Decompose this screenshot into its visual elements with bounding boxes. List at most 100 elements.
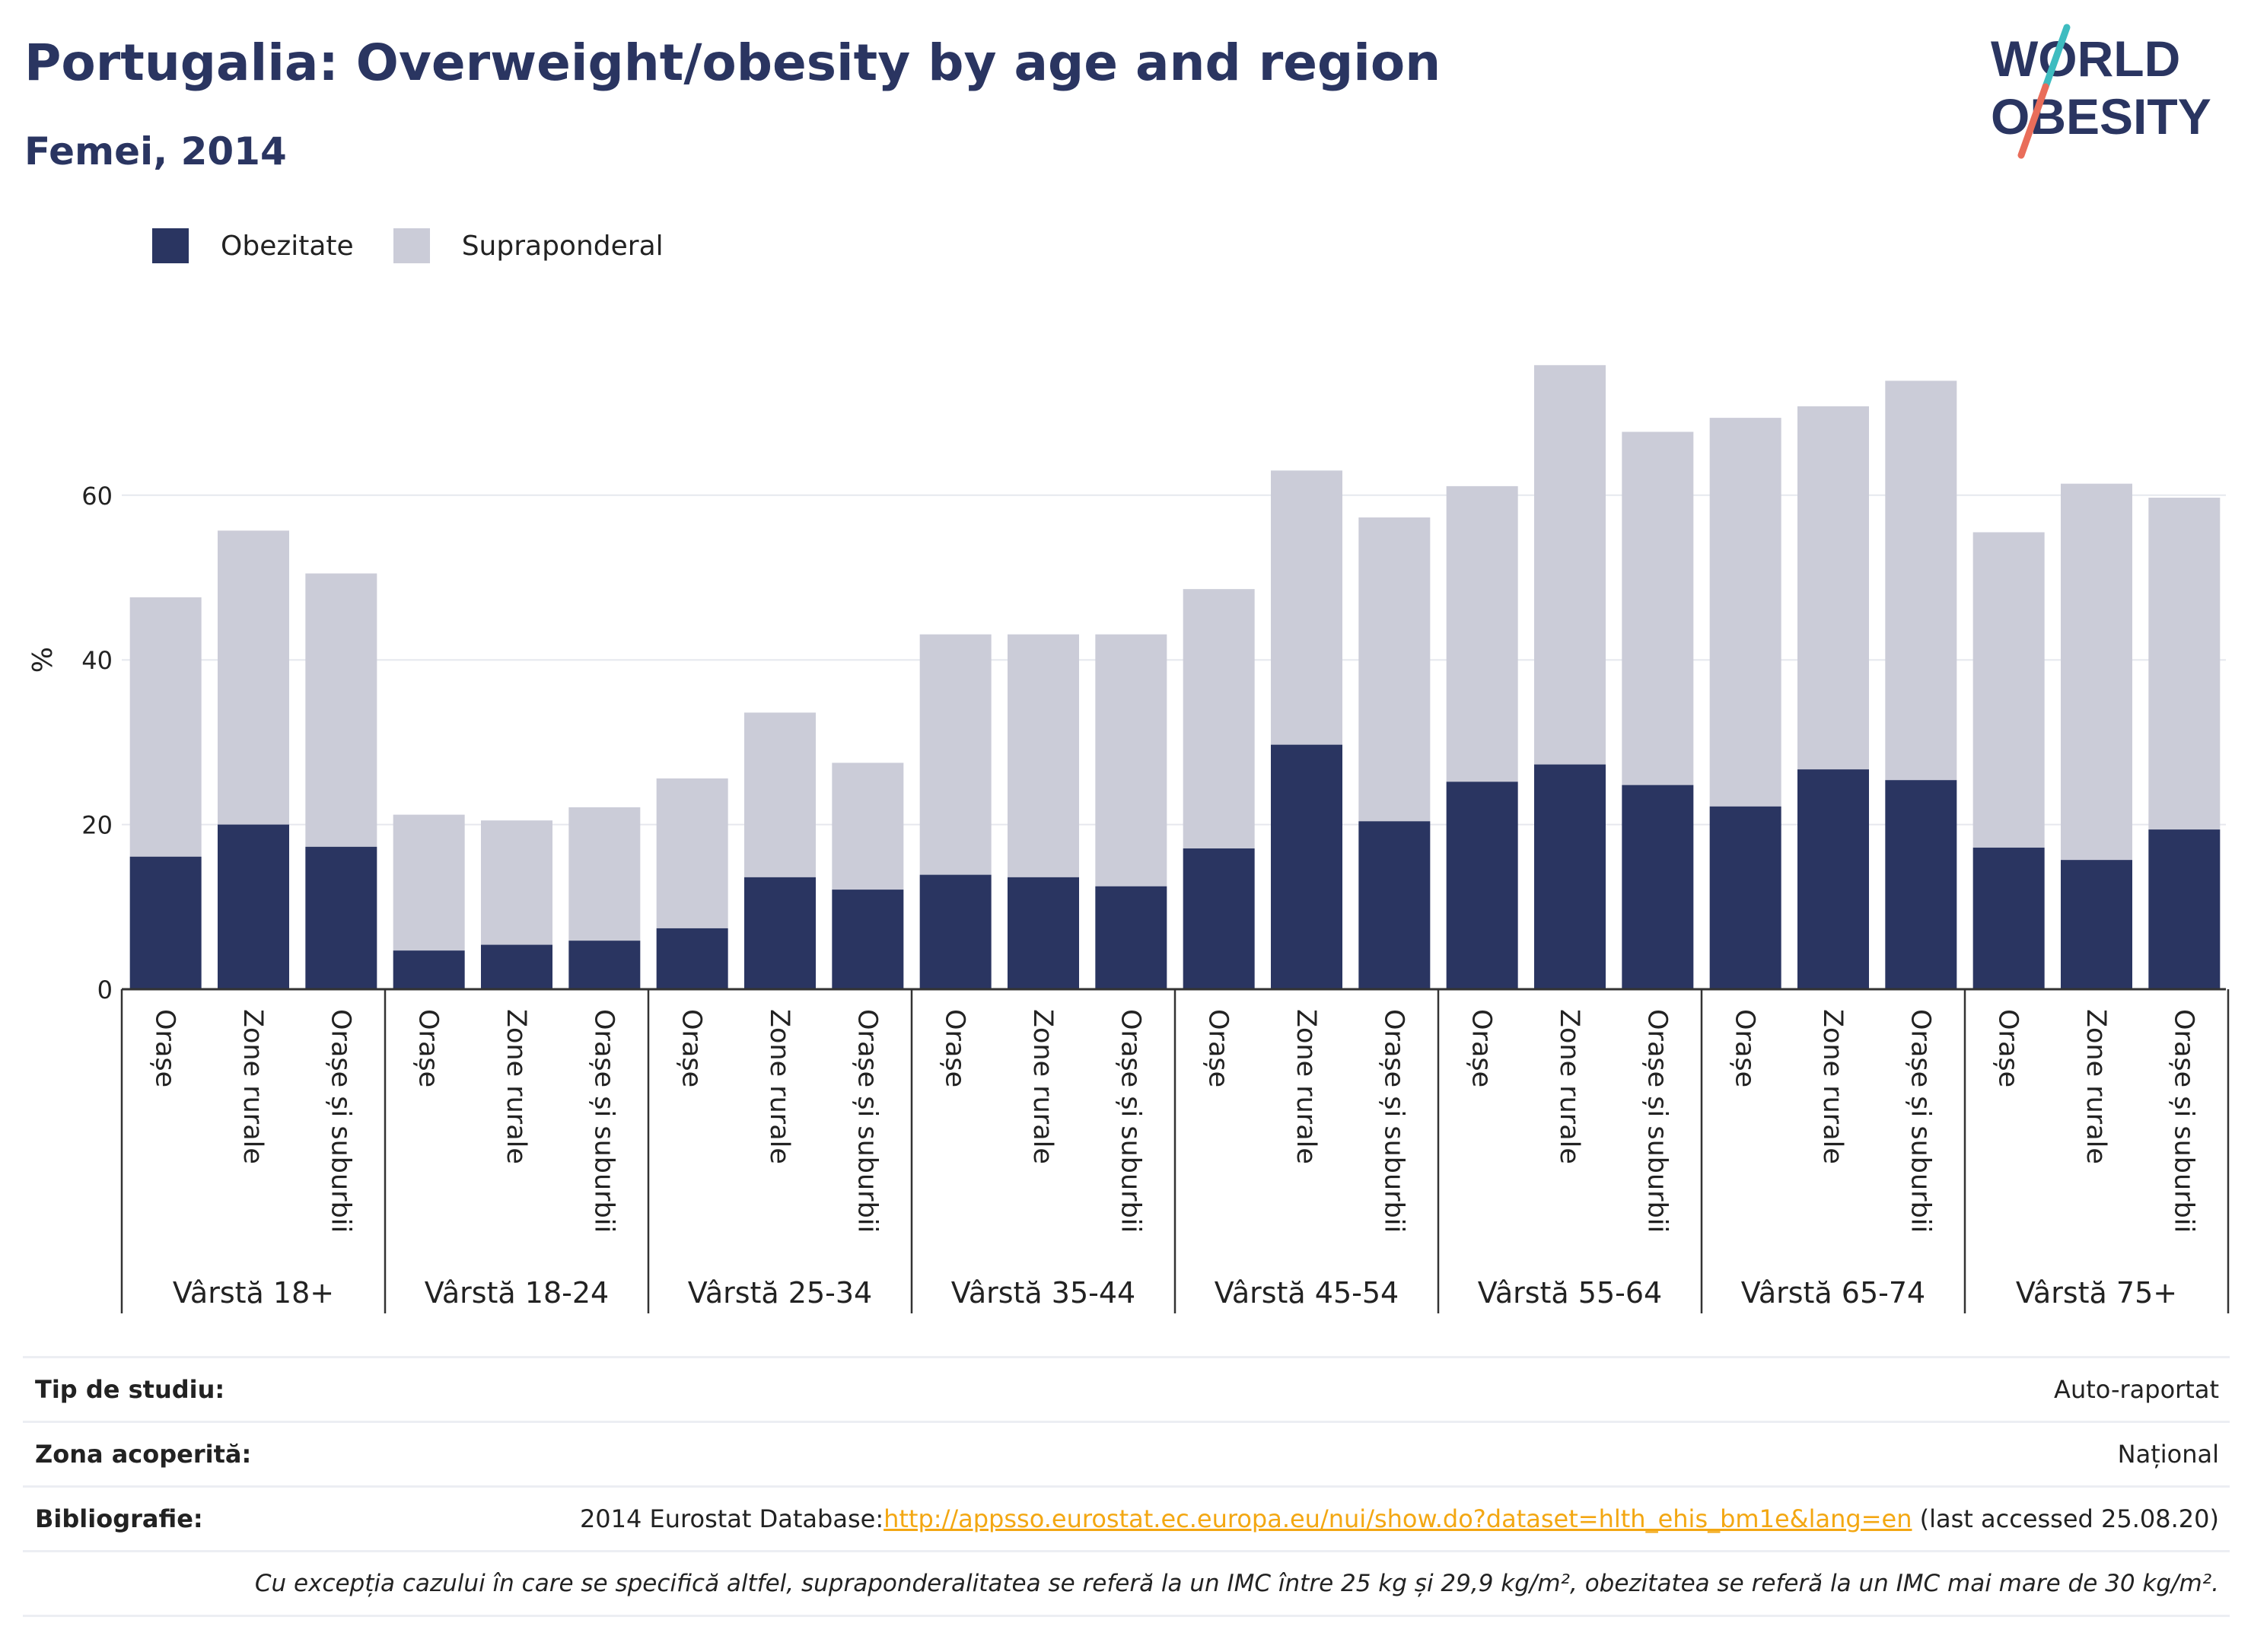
x-subcategory-label: Zone rurale — [1291, 1009, 1321, 1164]
legend-label-overweight: Supraponderal — [461, 230, 664, 262]
bar-overweight — [1709, 418, 1781, 807]
study-type-row: Tip de studiu: Auto-raportat — [23, 1356, 2230, 1421]
definition-note: Cu excepția cazului în care se specifică… — [254, 1570, 2219, 1597]
bar-obesity — [1534, 764, 1606, 989]
x-group-label: Vârstă 55-64 — [1478, 1276, 1662, 1310]
bar-overweight — [1534, 364, 1606, 765]
bar-overweight — [1008, 634, 1079, 877]
x-subcategory-label: Zone rurale — [764, 1009, 794, 1164]
x-subcategory-label: Orașe — [150, 1009, 180, 1087]
world-obesity-logo: WORLD OBESITY — [1991, 24, 2211, 159]
legend-label-obesity: Obezitate — [221, 230, 354, 262]
x-group-label: Vârstă 45-54 — [1215, 1276, 1399, 1310]
definition-note-row: Cu excepția cazului în care se specifică… — [23, 1550, 2230, 1617]
y-axis-title: % — [27, 647, 59, 673]
bar-overweight — [1446, 485, 1518, 782]
study-type-value: Auto-raportat — [2054, 1375, 2219, 1404]
bar-overweight — [2148, 498, 2221, 830]
x-subcategory-label: Zone rurale — [1817, 1009, 1848, 1164]
x-subcategory-label: Zone rurale — [1027, 1009, 1058, 1164]
bar-overweight — [1095, 634, 1167, 886]
bar-obesity — [1446, 781, 1518, 989]
bar-overweight — [218, 530, 289, 825]
x-subcategory-label: Orașe și suburbii — [2168, 1009, 2198, 1233]
bar-obesity — [1972, 847, 2045, 989]
bar-obesity — [218, 824, 289, 989]
legend-swatch-overweight — [393, 228, 430, 263]
bar-obesity — [393, 950, 465, 989]
bar-overweight — [656, 778, 728, 928]
bar-obesity — [656, 928, 728, 989]
bar-overweight — [1622, 431, 1694, 785]
bar-overweight — [568, 807, 641, 941]
bar-obesity — [1095, 886, 1167, 989]
x-group-label: Vârstă 25-34 — [688, 1276, 872, 1310]
bar-overweight — [2061, 483, 2132, 861]
x-group-label: Vârstă 18-24 — [425, 1276, 609, 1310]
x-subcategory-label: Orașe și suburbii — [588, 1009, 619, 1233]
bar-obesity — [305, 846, 377, 989]
bar-obesity — [2148, 829, 2221, 989]
bar-obesity — [568, 941, 641, 989]
bar-overweight — [1183, 589, 1255, 848]
bar-overweight — [1885, 380, 1957, 781]
x-group-label: Vârstă 65-74 — [1741, 1276, 1925, 1310]
coverage-value: Național — [2117, 1440, 2219, 1469]
x-subcategory-label: Orașe și suburbii — [325, 1009, 355, 1233]
legend-swatch-obesity — [152, 228, 189, 263]
x-subcategory-label: Orașe — [1466, 1009, 1497, 1087]
bar-obesity — [1183, 848, 1255, 989]
stacked-bar-chart: 0 20 40 60% Orașe Zone rurale Orașe și suburbi… — [27, 364, 2230, 1313]
x-subcategory-label: Zone rurale — [501, 1009, 531, 1164]
logo-line2: OBESITY — [1991, 88, 2211, 145]
x-subcategory-label: Orașe și suburbii — [852, 1009, 882, 1233]
x-subcategory-label: Orașe și suburbii — [1115, 1009, 1145, 1233]
coverage-label: Zona acoperită: — [35, 1440, 252, 1469]
bibliography-label: Bibliografie: — [35, 1504, 203, 1533]
bar-obesity — [1797, 769, 1869, 989]
x-subcategory-label: Orașe — [413, 1009, 444, 1087]
bibliography-suffix: (last accessed 25.08.20) — [1912, 1504, 2219, 1533]
bar-overweight — [1972, 532, 2045, 848]
bibliography-value: 2014 Eurostat Database:http://appsso.eur… — [580, 1504, 2230, 1533]
legend-item-obesity[interactable]: Obezitate — [152, 228, 354, 263]
bar-obesity — [1709, 806, 1781, 989]
bar-overweight — [1271, 470, 1342, 745]
x-subcategory-label: Zone rurale — [1554, 1009, 1584, 1164]
study-type-label: Tip de studiu: — [35, 1375, 225, 1404]
x-subcategory-label: Orașe și suburbii — [1378, 1009, 1409, 1233]
x-subcategory-label: Orașe și suburbii — [1905, 1009, 1935, 1233]
x-subcategory-label: Zone rurale — [2081, 1009, 2111, 1164]
y-tick-label: 0 — [97, 976, 113, 1004]
x-group-label: Vârstă 18+ — [173, 1276, 334, 1310]
bar-obesity — [1008, 877, 1079, 989]
bar-obesity — [832, 890, 904, 989]
bar-obesity — [481, 944, 552, 989]
x-subcategory-label: Orașe — [677, 1009, 707, 1087]
x-subcategory-label: Orașe — [940, 1009, 970, 1087]
study-info-table: Tip de studiu: Auto-raportat Zona acoper… — [23, 1356, 2230, 1617]
logo-line1: WORLD — [1991, 30, 2180, 87]
bibliography-link[interactable]: http://appsso.eurostat.ec.europa.eu/nui/… — [884, 1504, 1912, 1533]
bar-overweight — [832, 762, 904, 890]
bar-overweight — [919, 634, 992, 875]
y-tick-label: 60 — [81, 482, 113, 511]
x-subcategory-label: Orașe și suburbii — [1641, 1009, 1672, 1233]
y-tick-label: 40 — [81, 646, 113, 675]
logo-slash-teal — [2042, 24, 2071, 91]
bar-overweight — [305, 573, 377, 847]
chart-title: Portugalia: Overweight/obesity by age an… — [24, 33, 1441, 92]
bar-obesity — [919, 874, 992, 989]
bar-overweight — [1797, 406, 1869, 770]
y-tick-label: 20 — [81, 811, 113, 840]
legend-item-overweight[interactable]: Supraponderal — [393, 228, 664, 263]
bibliography-row: Bibliografie: 2014 Eurostat Database:htt… — [23, 1485, 2230, 1550]
bar-overweight — [129, 597, 202, 857]
bar-obesity — [1271, 744, 1342, 989]
x-subcategory-label: Orașe — [1993, 1009, 2023, 1087]
x-group-label: Vârstă 35-44 — [951, 1276, 1135, 1310]
x-subcategory-label: Zone rurale — [237, 1009, 268, 1164]
bar-obesity — [744, 877, 816, 989]
coverage-row: Zona acoperită: Național — [23, 1421, 2230, 1485]
logo-slash-coral — [2017, 83, 2049, 159]
